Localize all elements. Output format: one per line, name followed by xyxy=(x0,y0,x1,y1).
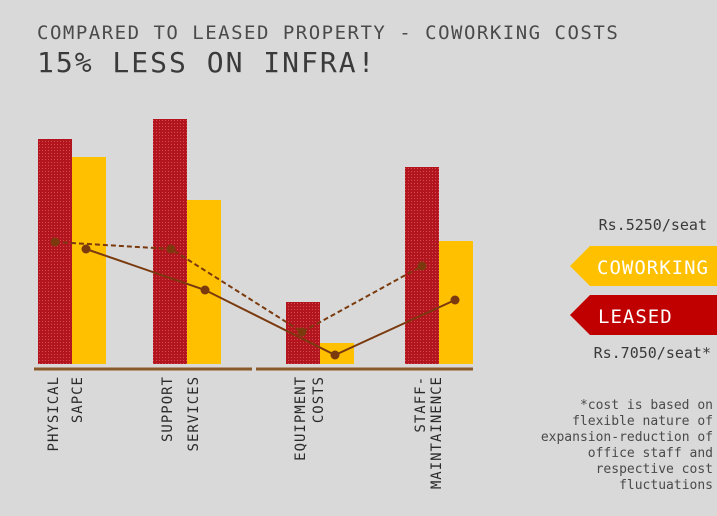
category-label-1-line-1: PHYSICAL xyxy=(46,376,62,451)
category-label-4-line-1: STAFF- xyxy=(413,376,429,433)
trend-point-leased-3 xyxy=(297,327,307,337)
trend-point-leased-1 xyxy=(50,237,60,247)
category-label-1-line-2: SAPCE xyxy=(70,376,86,423)
trend-line-leased xyxy=(54,241,423,334)
trend-point-leased-4 xyxy=(417,261,427,271)
trend-point-coworking-4 xyxy=(450,295,460,305)
category-label-2-line-1: SUPPORT xyxy=(160,376,176,442)
trend-point-coworking-3 xyxy=(330,350,340,360)
legend-coworking-label: COWORKING xyxy=(597,257,709,279)
category-label-4-line-2: MAINTAINENCE xyxy=(429,376,445,489)
legend-coworking: COWORKING xyxy=(570,246,717,286)
trend-line-coworking xyxy=(85,248,456,357)
category-label-3-line-2: COSTS xyxy=(311,376,327,423)
bars-group xyxy=(38,119,473,364)
trend-point-leased-2 xyxy=(166,244,176,254)
trend-lines-group xyxy=(50,237,460,360)
legend-leased: LEASED xyxy=(570,295,717,335)
legend-leased-label: LEASED xyxy=(598,306,673,328)
trend-point-coworking-2 xyxy=(200,285,210,295)
bar-coworking-1 xyxy=(72,157,106,364)
bar-leased-1 xyxy=(38,139,72,364)
category-labels-group: PHYSICAL SAPCE SUPPORT SERVICES EQUIPMENT COS… xyxy=(46,376,445,489)
bar-coworking-2 xyxy=(187,200,221,364)
category-label-3-line-1: EQUIPMENT xyxy=(293,376,309,461)
bar-leased-2 xyxy=(153,119,187,364)
category-label-2-line-2: SERVICES xyxy=(186,376,202,451)
leased-price: Rs.7050/seat* xyxy=(593,344,711,362)
legend-coworking-arrow xyxy=(570,246,717,286)
coworking-price: Rs.5250/seat xyxy=(598,216,707,234)
legend-leased-arrow xyxy=(570,295,717,335)
chart-title: 15% LESS ON INFRA! xyxy=(37,46,377,79)
cost-footnote: *cost is based on flexible nature of exp… xyxy=(540,398,713,493)
trend-point-coworking-1 xyxy=(81,244,91,254)
chart-subtitle: COMPARED TO LEASED PROPERTY - COWORKING … xyxy=(37,22,620,44)
